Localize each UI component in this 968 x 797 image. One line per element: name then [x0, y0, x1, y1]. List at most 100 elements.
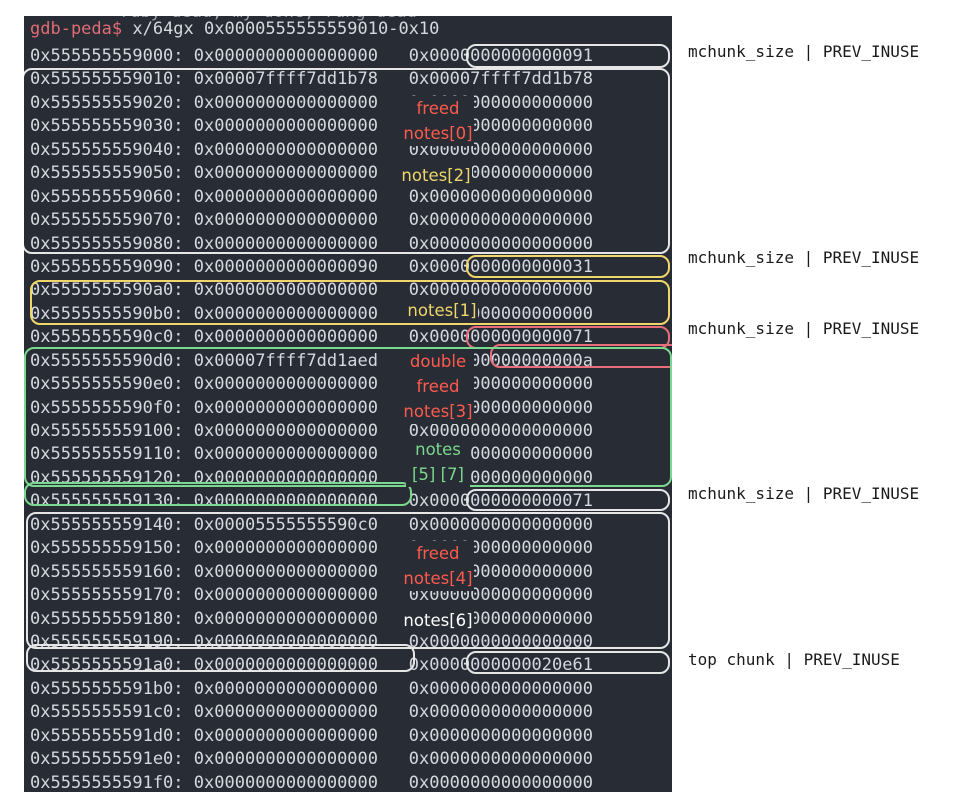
- memory-value-1: 0x0000000000000000: [193, 491, 379, 512]
- memory-row: 0x5555555590e0: 0x0000000000000000 0x000…: [30, 373, 593, 396]
- notes-2-label: notes[2]: [400, 163, 472, 188]
- memory-value-2: 0x0000000000000000: [408, 749, 593, 770]
- memory-address: 0x5555555590c0:: [30, 327, 184, 348]
- memory-value-2: 0x00007ffff7dd1b78: [408, 69, 593, 90]
- memory-row: 0x555555559050: 0x0000000000000000 0x000…: [30, 162, 593, 185]
- memory-row: 0x555555559190: 0x0000000000000000 0x000…: [30, 631, 593, 654]
- memory-value-1: 0x0000000000000000: [193, 116, 379, 137]
- top-chunk-annotation: top chunk | PREV_INUSE: [688, 650, 900, 669]
- memory-value-1: 0x0000000000000000: [193, 139, 379, 160]
- memory-row: 0x555555559010: 0x00007ffff7dd1b78 0x000…: [30, 68, 593, 91]
- chunk-size-annotation-4: mchunk_size | PREV_INUSE: [688, 484, 920, 503]
- memory-value-2: 0x0000000000000000: [408, 421, 593, 441]
- memory-value-2: 0x0000000000000000: [408, 280, 593, 301]
- memory-address: 0x555555559170:: [30, 585, 184, 606]
- memory-address: 0x5555555590b0:: [30, 303, 184, 324]
- memory-value-2: 0x0000000000000000: [408, 631, 593, 652]
- memory-value-1: 0x0000000000000000: [193, 725, 379, 746]
- memory-row: 0x555555559030: 0x0000000000000000 0x000…: [30, 115, 593, 138]
- memory-value-1: 0x0000000000000000: [193, 678, 379, 699]
- memory-address: 0x555555559100:: [30, 421, 184, 441]
- memory-value-1: 0x00007ffff7dd1b78: [193, 69, 379, 90]
- memory-row: 0x555555559110: 0x0000000000000000 0x000…: [30, 443, 593, 466]
- memory-address: 0x5555555591b0:: [30, 678, 184, 699]
- memory-row: 0x5555555591e0: 0x0000000000000000 0x000…: [30, 748, 593, 771]
- memory-value-2: 0x0000000000000000: [408, 702, 593, 723]
- memory-address: 0x555555559070:: [30, 210, 184, 231]
- memory-row: 0x555555559160: 0x0000000000000000 0x000…: [30, 561, 593, 584]
- memory-address: 0x5555555591f0:: [30, 772, 184, 792]
- memory-row: 0x555555559150: 0x0000000000000000 0x000…: [30, 537, 593, 560]
- memory-row: 0x5555555591d0: 0x0000000000000000 0x000…: [30, 725, 593, 748]
- memory-value-2: 0x0000000000000000: [408, 514, 593, 535]
- memory-value-1: 0x0000000000000000: [193, 46, 379, 66]
- memory-value-1: 0x0000000000000000: [193, 327, 379, 348]
- memory-row: 0x5555555591f0: 0x0000000000000000 0x000…: [30, 772, 593, 792]
- memory-address: 0x555555559030:: [30, 116, 184, 137]
- memory-value-1: 0x0000000000000000: [193, 92, 379, 113]
- memory-value-2: 0x0000000000000091: [408, 46, 593, 66]
- memory-address: 0x5555555591c0:: [30, 702, 184, 723]
- double-freed-notes-3-label: double freed notes[3]: [402, 349, 474, 424]
- memory-value-1: 0x0000000000000000: [193, 585, 379, 606]
- memory-value-1: 0x0000000000000000: [193, 467, 379, 488]
- gdb-prompt: gdb-peda$: [30, 19, 123, 39]
- memory-value-1: 0x0000000000000000: [193, 772, 379, 792]
- memory-row: 0x5555555590c0: 0x0000000000000000 0x000…: [30, 326, 593, 349]
- memory-value-1: 0x0000000000000000: [193, 702, 379, 723]
- memory-address: 0x555555559050:: [30, 163, 184, 184]
- memory-value-2: 0x0000000000000000: [408, 772, 593, 792]
- memory-value-1: 0x0000000000000000: [193, 749, 379, 770]
- memory-address: 0x5555555591d0:: [30, 725, 184, 746]
- memory-value-1: 0x0000000000000000: [193, 374, 379, 395]
- memory-address: 0x5555555590f0:: [30, 397, 184, 418]
- memory-row: 0x5555555591c0: 0x0000000000000000 0x000…: [30, 701, 593, 724]
- chunk-size-annotation-2: mchunk_size | PREV_INUSE: [688, 248, 920, 267]
- memory-dump: 0x555555559000: 0x0000000000000000 0x000…: [30, 45, 593, 792]
- memory-value-1: 0x0000000000000000: [193, 163, 379, 184]
- memory-value-1: 0x00005555555590c0: [193, 514, 379, 535]
- memory-address: 0x555555559150:: [30, 538, 184, 559]
- memory-address: 0x5555555591e0:: [30, 749, 184, 770]
- freed-notes-4-label: freed notes[4]: [402, 541, 474, 591]
- memory-value-2: 0x0000000000000000: [408, 210, 593, 231]
- notes-6-label: notes[6]: [402, 608, 474, 633]
- memory-address: 0x555555559040:: [30, 139, 184, 160]
- memory-address: 0x555555559020:: [30, 92, 184, 113]
- memory-row: 0x555555559130: 0x0000000000000000 0x000…: [30, 490, 593, 513]
- memory-row: 0x555555559090: 0x0000000000000090 0x000…: [30, 256, 593, 279]
- memory-row: 0x5555555590b0: 0x0000000000000000 0x000…: [30, 303, 593, 326]
- memory-value-2: 0x0000000000000071: [408, 491, 593, 512]
- memory-value-1: 0x0000000000000000: [193, 303, 379, 324]
- memory-address: 0x555555559190:: [30, 631, 184, 652]
- memory-row: 0x555555559020: 0x0000000000000000 0x000…: [30, 92, 593, 115]
- memory-value-1: 0x0000000000000000: [193, 210, 379, 231]
- memory-address: 0x5555555591a0:: [30, 655, 184, 676]
- memory-address: 0x555555559140:: [30, 514, 184, 535]
- memory-row: 0x555555559140: 0x00005555555590c0 0x000…: [30, 514, 593, 537]
- memory-value-1: 0x0000000000000000: [193, 655, 379, 676]
- memory-row: 0x555555559040: 0x0000000000000000 0x000…: [30, 139, 593, 162]
- memory-row: 0x5555555591b0: 0x0000000000000000 0x000…: [30, 678, 593, 701]
- memory-row: 0x555555559100: 0x0000000000000000 0x000…: [30, 420, 593, 443]
- memory-address: 0x5555555590a0:: [30, 280, 184, 301]
- memory-row: 0x555555559120: 0x0000000000000000 0x000…: [30, 467, 593, 490]
- memory-value-2: 0x0000000000000000: [408, 725, 593, 746]
- terminal-window: ruby dead, my done, rung dead gdb-peda$ …: [24, 16, 672, 792]
- memory-address: 0x555555559130:: [30, 491, 184, 512]
- memory-value-1: 0x0000000000000000: [193, 608, 379, 629]
- notes-1-label: notes[1]: [406, 298, 478, 323]
- memory-address: 0x555555559090:: [30, 256, 184, 277]
- cut-off-line: ruby dead, my done, rung dead: [24, 16, 672, 25]
- memory-address: 0x555555559160:: [30, 561, 184, 582]
- gdb-command: x/64gx 0x0000555555559010-0x10: [122, 19, 440, 39]
- memory-address: 0x555555559010:: [30, 69, 184, 90]
- memory-address: 0x555555559110:: [30, 444, 184, 465]
- memory-value-1: 0x0000000000000000: [193, 280, 379, 301]
- memory-address: 0x5555555590e0:: [30, 374, 184, 395]
- chunk-size-annotation-1: mchunk_size | PREV_INUSE: [688, 42, 920, 61]
- memory-value-1: 0x0000000000000000: [193, 397, 379, 418]
- memory-value-1: 0x0000000000000090: [193, 256, 379, 277]
- memory-address: 0x555555559060:: [30, 186, 184, 207]
- memory-value-2: 0x0000000000000000: [408, 233, 593, 254]
